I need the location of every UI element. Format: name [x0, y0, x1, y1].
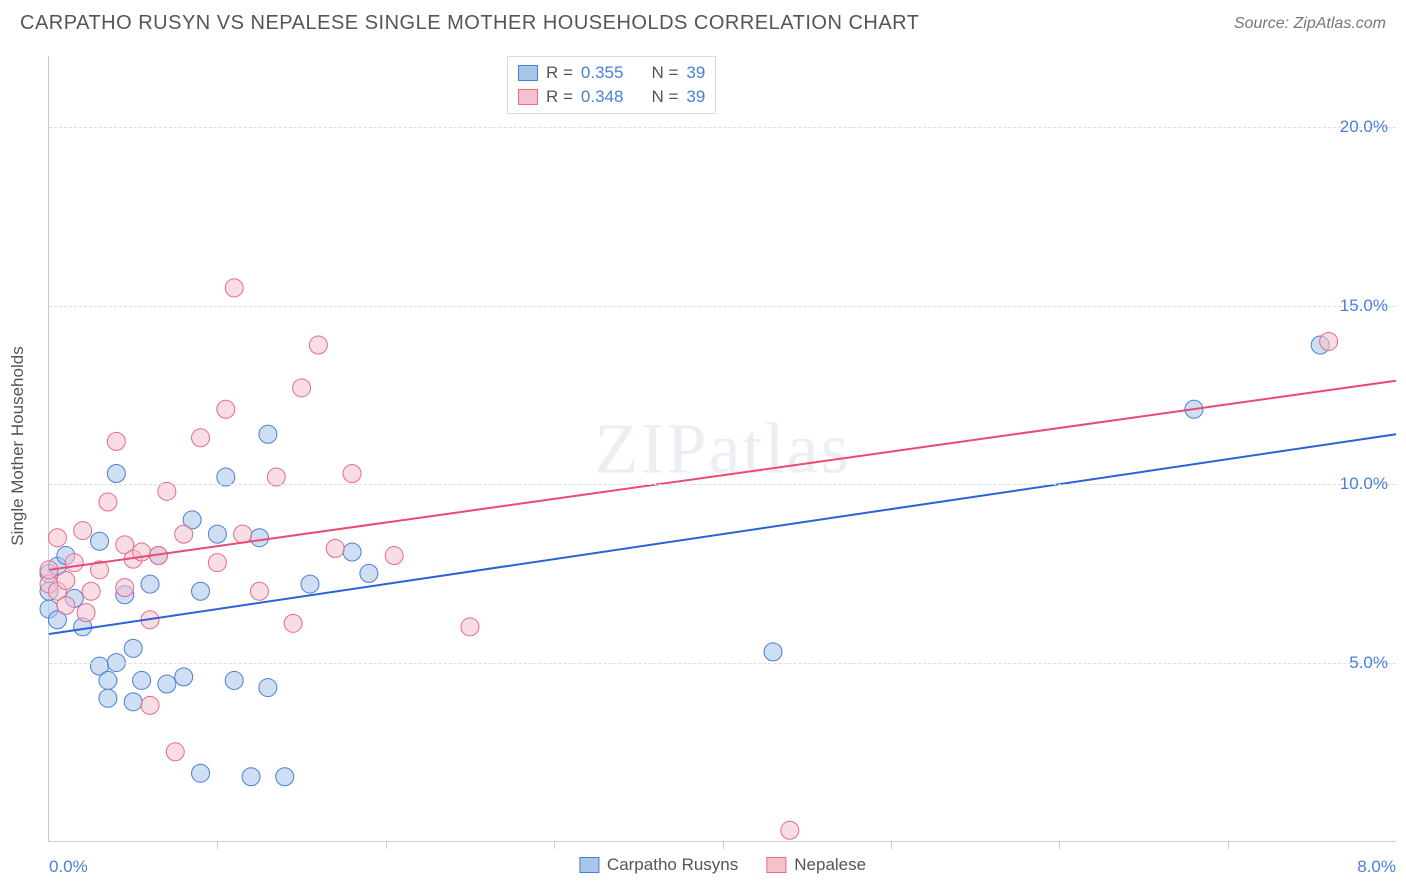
- data-point: [293, 379, 311, 397]
- data-point: [360, 564, 378, 582]
- chart-title: CARPATHO RUSYN VS NEPALESE SINGLE MOTHER…: [20, 12, 919, 35]
- data-point: [208, 554, 226, 572]
- data-point: [82, 582, 100, 600]
- data-point: [192, 764, 210, 782]
- stats-legend: R = 0.355 N = 39 R = 0.348 N = 39: [507, 56, 716, 114]
- data-point: [124, 639, 142, 657]
- x-tick: [386, 841, 387, 849]
- y-axis-label: Single Mother Households: [8, 346, 28, 545]
- data-point: [74, 522, 92, 540]
- data-point: [57, 572, 75, 590]
- gridline: [49, 663, 1396, 664]
- data-point: [208, 525, 226, 543]
- data-point: [234, 525, 252, 543]
- data-point: [99, 689, 117, 707]
- r-label: R =: [546, 63, 573, 83]
- gridline: [49, 306, 1396, 307]
- data-point: [259, 425, 277, 443]
- data-point: [217, 400, 235, 418]
- data-point: [461, 618, 479, 636]
- data-point: [781, 821, 799, 839]
- legend-label: Nepalese: [794, 855, 866, 875]
- x-tick: [1059, 841, 1060, 849]
- data-point: [141, 696, 159, 714]
- data-point: [166, 743, 184, 761]
- data-point: [107, 464, 125, 482]
- data-point: [764, 643, 782, 661]
- legend-item: Carpatho Rusyns: [579, 855, 738, 875]
- n-label: N =: [651, 63, 678, 83]
- plot-area: ZIPatlas R =0.355N =39R =0.348N =39 Carp…: [48, 56, 1396, 842]
- x-tick: [723, 841, 724, 849]
- data-point: [259, 679, 277, 697]
- legend-swatch: [518, 89, 538, 105]
- y-tick-label: 15.0%: [1340, 296, 1388, 316]
- data-point: [107, 432, 125, 450]
- y-tick-label: 5.0%: [1349, 653, 1388, 673]
- data-point: [77, 604, 95, 622]
- data-point: [141, 575, 159, 593]
- data-point: [250, 529, 268, 547]
- data-point: [99, 671, 117, 689]
- legend-swatch: [579, 857, 599, 873]
- data-point: [99, 493, 117, 511]
- stats-row: R = 0.348 N = 39: [518, 85, 705, 109]
- stats-row: R = 0.355 N = 39: [518, 61, 705, 85]
- data-point: [309, 336, 327, 354]
- x-axis-min-label: 0.0%: [49, 857, 88, 877]
- data-point: [225, 279, 243, 297]
- data-point: [175, 525, 193, 543]
- legend-swatch: [766, 857, 786, 873]
- chart-svg: [49, 56, 1396, 841]
- gridline: [49, 484, 1396, 485]
- data-point: [250, 582, 268, 600]
- data-point: [192, 429, 210, 447]
- y-tick-label: 10.0%: [1340, 474, 1388, 494]
- x-tick: [1228, 841, 1229, 849]
- y-tick-label: 20.0%: [1340, 117, 1388, 137]
- data-point: [225, 671, 243, 689]
- data-point: [284, 614, 302, 632]
- x-tick: [554, 841, 555, 849]
- data-point: [158, 675, 176, 693]
- x-tick: [217, 841, 218, 849]
- data-point: [326, 539, 344, 557]
- x-axis-max-label: 8.0%: [1357, 857, 1396, 877]
- data-point: [1320, 332, 1338, 350]
- n-value: 39: [686, 63, 705, 83]
- r-label: R =: [546, 87, 573, 107]
- data-point: [57, 597, 75, 615]
- source-label: Source: ZipAtlas.com: [1234, 15, 1386, 33]
- data-point: [133, 671, 151, 689]
- legend-item: Nepalese: [766, 855, 866, 875]
- gridline: [49, 127, 1396, 128]
- legend-label: Carpatho Rusyns: [607, 855, 738, 875]
- data-point: [192, 582, 210, 600]
- data-point: [242, 768, 260, 786]
- data-point: [343, 464, 361, 482]
- n-value: 39: [686, 87, 705, 107]
- data-point: [276, 768, 294, 786]
- data-point: [65, 554, 83, 572]
- data-point: [385, 547, 403, 565]
- r-value: 0.355: [581, 63, 624, 83]
- data-point: [116, 579, 134, 597]
- data-point: [48, 529, 66, 547]
- series-legend: Carpatho Rusyns Nepalese: [579, 855, 866, 875]
- n-label: N =: [651, 87, 678, 107]
- x-tick: [891, 841, 892, 849]
- legend-swatch: [518, 65, 538, 81]
- data-point: [175, 668, 193, 686]
- data-point: [301, 575, 319, 593]
- data-point: [343, 543, 361, 561]
- regression-line: [49, 381, 1396, 570]
- data-point: [91, 532, 109, 550]
- data-point: [124, 693, 142, 711]
- r-value: 0.348: [581, 87, 624, 107]
